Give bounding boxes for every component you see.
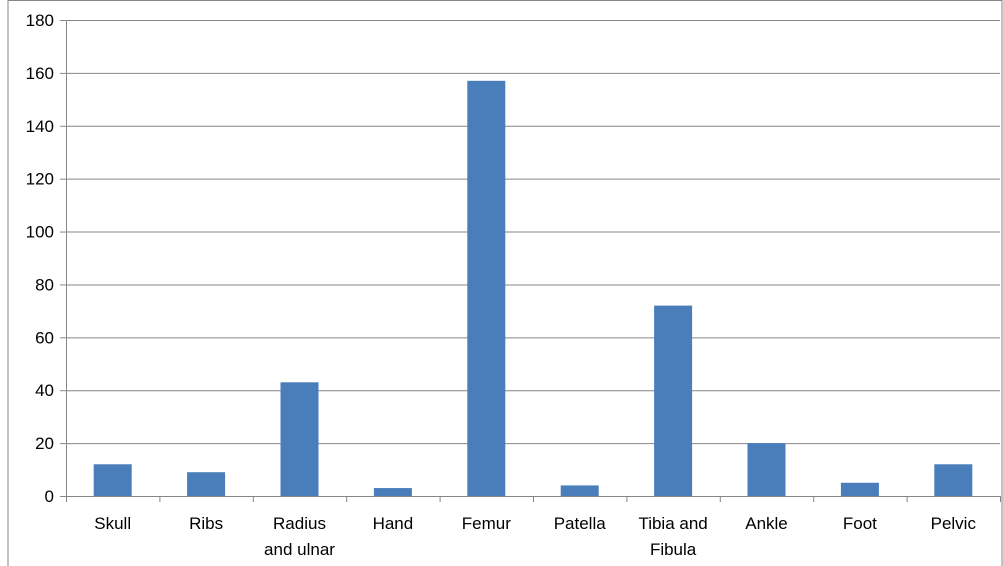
x-tick-label: Foot — [843, 514, 877, 533]
x-tick-label: and ulnar — [264, 540, 335, 559]
x-tick-label: Fibula — [650, 540, 697, 559]
y-tick-label: 160 — [26, 64, 54, 83]
bar — [934, 464, 973, 496]
y-axis-tick-labels: 0 20 40 60 80 100 120 140 160 180 — [26, 11, 54, 506]
bars — [93, 80, 973, 497]
bar — [280, 382, 319, 496]
axes — [60, 20, 1001, 502]
y-tick-label: 20 — [35, 434, 54, 453]
bar — [373, 488, 412, 496]
x-tick-label: Ankle — [745, 514, 788, 533]
y-tick-label: 80 — [35, 275, 54, 294]
y-tick-label: 100 — [26, 223, 54, 242]
x-tick-label: Patella — [554, 514, 607, 533]
x-tick-label: Skull — [94, 514, 131, 533]
x-tick-label: Ribs — [189, 514, 223, 533]
y-tick-label: 180 — [26, 11, 54, 30]
y-tick-label: 140 — [26, 117, 54, 136]
x-tick-label: Radius — [273, 514, 326, 533]
bar — [747, 443, 786, 496]
bar — [93, 464, 132, 496]
bar — [187, 472, 226, 496]
x-tick-label: Hand — [373, 514, 414, 533]
y-tick-label: 120 — [26, 170, 54, 189]
x-axis-tick-labels: Skull Ribs Radius and ulnar Hand Femur Patella… — [94, 514, 976, 559]
y-tick-label: 40 — [35, 381, 54, 400]
y-tick-label: 60 — [35, 328, 54, 347]
gridlines — [66, 20, 1000, 445]
x-tick-label: Tibia and — [638, 514, 707, 533]
x-tick-label: Pelvic — [931, 514, 977, 533]
bar — [654, 305, 693, 496]
bar — [467, 80, 506, 497]
bar — [840, 482, 879, 496]
y-tick-label: 0 — [45, 487, 54, 506]
x-tick-label: Femur — [462, 514, 511, 533]
bar — [560, 485, 599, 496]
